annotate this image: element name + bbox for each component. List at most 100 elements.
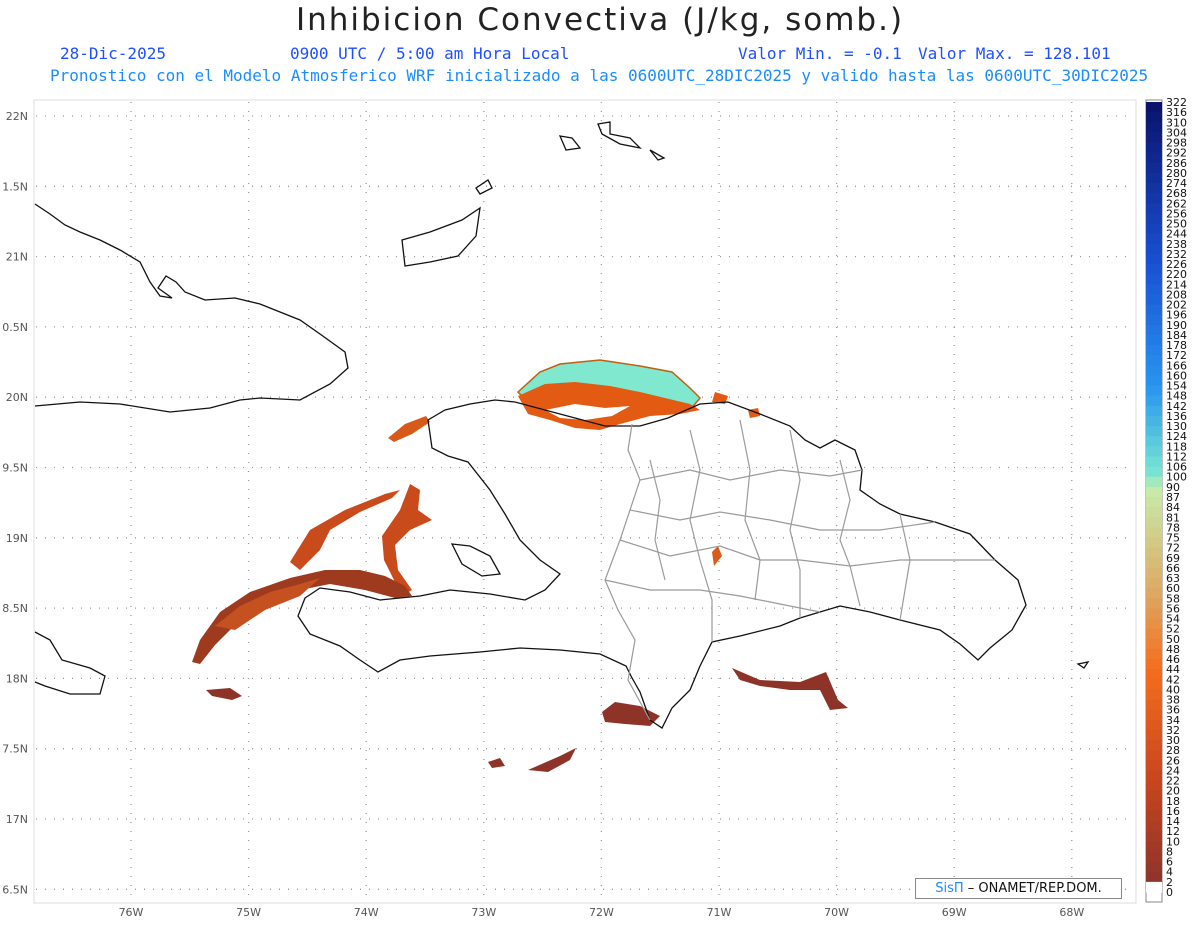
colorbar-label: 22	[1166, 775, 1180, 788]
credit-text: – ONAMET/REP.DOM.	[963, 881, 1102, 896]
cin-area-windward-2	[382, 484, 432, 596]
colorbar-label: 310	[1166, 116, 1187, 129]
colorbar-swatch	[1146, 334, 1162, 346]
colorbar-swatch	[1146, 193, 1162, 204]
colorbar-swatch	[1146, 162, 1162, 174]
colorbar-swatch	[1146, 223, 1162, 235]
lat-label: 21N	[6, 251, 28, 264]
forecast-date: 28-Dic-2025	[60, 44, 166, 63]
map-title: Inhibicion Convectiva (J/kg, somb.)	[295, 2, 905, 38]
colorbar-swatch	[1146, 527, 1162, 539]
colorbar-swatch	[1146, 669, 1162, 680]
colorbar-swatch	[1146, 618, 1162, 630]
colorbar-label: 52	[1166, 623, 1180, 636]
colorbar-label: 148	[1166, 390, 1187, 403]
colorbar-label: 87	[1166, 491, 1180, 504]
colorbar-label: 84	[1166, 501, 1180, 514]
turks-caicos-2	[649, 149, 666, 161]
colorbar-swatch	[1146, 385, 1162, 397]
colorbar-label: 274	[1166, 177, 1187, 190]
colorbar-label: 78	[1166, 521, 1180, 534]
cin-area-south-3	[732, 668, 848, 710]
colorbar-label: 24	[1166, 764, 1180, 777]
colorbar-label: 18	[1166, 795, 1180, 808]
colorbar-swatch	[1146, 294, 1162, 306]
colorbar-label: 112	[1166, 450, 1187, 463]
min-value: Valor Min. = -0.1	[738, 44, 902, 63]
colorbar-label: 72	[1166, 542, 1180, 555]
colorbar-label: 106	[1166, 461, 1187, 474]
colorbar-label: 54	[1166, 613, 1180, 626]
colorbar-swatch	[1146, 517, 1162, 528]
colorbar-label: 298	[1166, 137, 1187, 150]
cin-area-southwest-core	[215, 578, 320, 630]
colorbar-swatch	[1146, 172, 1162, 184]
colorbar-label: 238	[1166, 238, 1187, 251]
haiti-dr-border	[604, 423, 651, 721]
colorbar-swatch	[1146, 253, 1162, 265]
colorbar-swatch	[1146, 780, 1162, 792]
colorbar-swatch	[1146, 426, 1162, 437]
colorbar-swatch	[1146, 699, 1162, 711]
colorbar-swatch	[1146, 243, 1162, 255]
province-line-10	[649, 459, 666, 581]
colorbar-swatch	[1146, 233, 1162, 245]
colorbar-label: 256	[1166, 207, 1187, 220]
colorbar-label: 34	[1166, 714, 1180, 727]
province-line-8	[839, 459, 861, 607]
colorbar-swatch	[1146, 831, 1162, 842]
province-line-2	[629, 509, 936, 531]
colorbar-swatch	[1146, 264, 1162, 275]
cin-area-south-4	[488, 758, 505, 768]
colorbar-label: 28	[1166, 744, 1180, 757]
lat-label: 1.5N	[2, 180, 28, 193]
colorbar-swatch	[1146, 659, 1162, 670]
colorbar-swatch	[1146, 740, 1162, 751]
colorbar-swatch	[1146, 861, 1162, 873]
colorbar-swatch	[1146, 679, 1162, 690]
colorbar-label: 10	[1166, 835, 1180, 848]
colorbar-label: 286	[1166, 157, 1187, 170]
lon-label: 73W	[471, 906, 496, 919]
colorbar-label: 280	[1166, 167, 1187, 180]
province-line-9	[899, 513, 911, 621]
lat-label: 6.5N	[2, 883, 28, 896]
colorbar-label: 118	[1166, 440, 1187, 453]
colorbar-swatch	[1146, 547, 1162, 559]
lon-label: 69W	[942, 906, 967, 919]
colorbar-swatch	[1146, 790, 1162, 802]
colorbar-swatch	[1146, 365, 1162, 376]
lon-label: 70W	[824, 906, 849, 919]
colorbar-label: 184	[1166, 329, 1187, 342]
colorbar-swatch	[1146, 628, 1162, 640]
lon-label: 75W	[236, 906, 261, 919]
colorbar-label: 69	[1166, 552, 1180, 565]
colorbar-label: 2	[1166, 876, 1173, 889]
colorbar-swatch	[1146, 476, 1162, 488]
colorbar-label: 30	[1166, 734, 1180, 747]
colorbar-swatch	[1146, 355, 1162, 366]
colorbar-label: 172	[1166, 349, 1187, 362]
colorbar-label: 46	[1166, 653, 1180, 666]
saona-island	[1076, 661, 1090, 669]
colorbar-label: 154	[1166, 380, 1187, 393]
colorbar-swatch	[1146, 324, 1162, 336]
colorbar-swatch	[1146, 486, 1162, 498]
colorbar-swatch	[1146, 810, 1162, 822]
colorbar-swatch	[1146, 648, 1162, 660]
colorbar-label: 214	[1166, 278, 1187, 291]
colorbar-label: 0	[1166, 886, 1173, 899]
colorbar-swatch	[1146, 598, 1162, 609]
lat-label: 8.5N	[2, 602, 28, 615]
colorbar-label: 60	[1166, 582, 1180, 595]
colorbar-label: 124	[1166, 430, 1187, 443]
colorbar-swatch	[1146, 152, 1162, 164]
colorbar-swatch	[1146, 102, 1162, 113]
colorbar-label: 316	[1166, 106, 1187, 119]
colorbar-swatch	[1146, 446, 1162, 457]
colorbar-label: 142	[1166, 400, 1187, 413]
colorbar-swatch	[1146, 871, 1162, 883]
colorbar-swatch	[1146, 436, 1162, 447]
lon-label: 76W	[119, 906, 144, 919]
